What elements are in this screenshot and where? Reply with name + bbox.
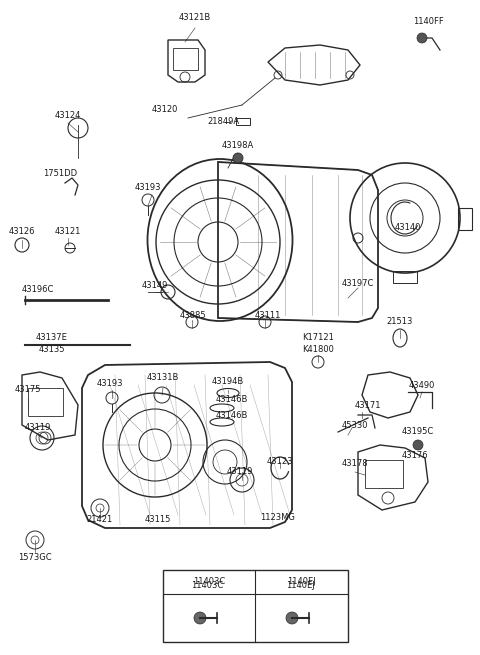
Text: 43171: 43171 bbox=[355, 400, 381, 409]
Circle shape bbox=[194, 612, 206, 624]
Text: 43124: 43124 bbox=[55, 111, 81, 119]
Text: 43885: 43885 bbox=[180, 310, 206, 320]
Text: 43490: 43490 bbox=[409, 381, 435, 390]
Bar bbox=[163, 570, 348, 642]
Text: 43195C: 43195C bbox=[402, 428, 434, 436]
Text: 11403C: 11403C bbox=[193, 578, 225, 586]
Text: 43123: 43123 bbox=[267, 457, 293, 466]
Text: 21849A: 21849A bbox=[207, 117, 239, 126]
Text: 43196C: 43196C bbox=[22, 286, 54, 295]
Text: 43121: 43121 bbox=[55, 227, 81, 236]
Text: 43149: 43149 bbox=[142, 280, 168, 290]
Text: 1123MG: 1123MG bbox=[261, 514, 295, 523]
Text: 43135: 43135 bbox=[39, 345, 65, 354]
Text: 43198A: 43198A bbox=[222, 141, 254, 149]
Text: 1573GC: 1573GC bbox=[18, 553, 52, 563]
Text: 1751DD: 1751DD bbox=[43, 168, 77, 178]
Bar bbox=[236, 118, 250, 125]
Bar bbox=[365, 460, 403, 488]
Text: 1140FF: 1140FF bbox=[413, 18, 444, 26]
Text: 43193: 43193 bbox=[97, 379, 123, 388]
Circle shape bbox=[417, 33, 427, 43]
Text: 1140EJ: 1140EJ bbox=[286, 580, 314, 590]
Bar bbox=[173, 48, 198, 70]
Text: 43111: 43111 bbox=[255, 310, 281, 320]
Text: 11403C: 11403C bbox=[191, 580, 223, 590]
Text: 43115: 43115 bbox=[145, 515, 171, 525]
Text: 43197C: 43197C bbox=[342, 278, 374, 288]
Text: 43119: 43119 bbox=[227, 468, 253, 476]
Text: 43194B: 43194B bbox=[212, 377, 244, 386]
Text: 43131B: 43131B bbox=[147, 373, 179, 383]
Text: 43120: 43120 bbox=[152, 105, 178, 115]
Bar bbox=[28, 388, 63, 416]
Circle shape bbox=[286, 612, 298, 624]
Text: 43137E: 43137E bbox=[36, 333, 68, 341]
Text: 43146B: 43146B bbox=[216, 396, 248, 405]
Circle shape bbox=[413, 440, 423, 450]
Text: 45330: 45330 bbox=[342, 421, 368, 430]
Text: 43175: 43175 bbox=[15, 386, 41, 394]
Text: 21421: 21421 bbox=[87, 515, 113, 525]
Bar bbox=[458, 208, 472, 230]
Text: 43176: 43176 bbox=[402, 451, 428, 460]
Text: 43178: 43178 bbox=[342, 458, 368, 468]
Text: K41800: K41800 bbox=[302, 345, 334, 354]
Text: 1140EJ: 1140EJ bbox=[287, 578, 315, 586]
Text: 43126: 43126 bbox=[9, 227, 35, 236]
Bar bbox=[393, 271, 417, 283]
Text: 43121B: 43121B bbox=[179, 14, 211, 22]
Text: 21513: 21513 bbox=[387, 318, 413, 326]
Text: 43146B: 43146B bbox=[216, 411, 248, 419]
Circle shape bbox=[233, 153, 243, 163]
Text: K17121: K17121 bbox=[302, 333, 334, 343]
Text: 43119: 43119 bbox=[25, 424, 51, 432]
Text: 43193: 43193 bbox=[135, 183, 161, 193]
Text: 43140: 43140 bbox=[395, 223, 421, 233]
